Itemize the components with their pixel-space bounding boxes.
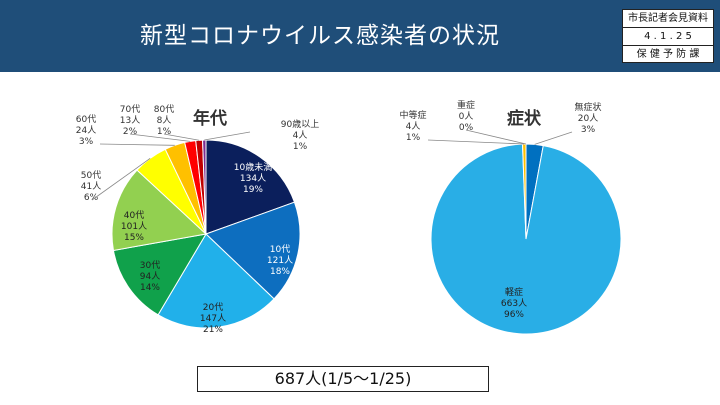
leader-line (91, 158, 151, 201)
header-bar: 新型コロナウイルス感染者の状況 市長記者会見資料 4 . 1 . 2 5 保 健… (0, 0, 720, 72)
pie-chart-title: 年代 (193, 108, 227, 129)
slice-count: 134人 (240, 173, 266, 184)
slice-count: 24人 (76, 125, 96, 136)
pie-slice (111, 169, 208, 252)
slice-percent: 0% (459, 123, 474, 133)
slice-count: 20人 (578, 113, 598, 124)
slice-count: 13人 (120, 115, 140, 126)
pie-slice (205, 201, 301, 300)
slice-percent: 6% (84, 193, 99, 203)
slice-label: 50代 (81, 170, 101, 181)
pie-slice (430, 143, 622, 335)
slice-label: 20代 (203, 302, 223, 313)
doc-info-department: 保 健 予 防 課 (636, 49, 700, 60)
slice-count: 8人 (157, 115, 172, 126)
slice-percent: 19% (243, 185, 263, 195)
slice-label: 70代 (120, 104, 140, 115)
slice-label: 80代 (154, 104, 174, 115)
leader-line (99, 143, 175, 146)
doc-info-source: 市長記者会見資料 (623, 10, 713, 28)
slice-percent: 14% (140, 283, 160, 293)
slice-count: 101人 (121, 221, 147, 232)
leader-line (534, 131, 573, 145)
slice-count: 0人 (459, 111, 474, 122)
slice-label: 中等症 (399, 109, 426, 121)
slice-count: 94人 (140, 271, 160, 282)
slice-label: 40代 (124, 210, 144, 221)
pie-slice (112, 233, 207, 316)
doc-info-date: 4 . 1 . 2 5 (623, 28, 713, 46)
slice-percent: 3% (79, 137, 94, 147)
slice-percent: 2% (123, 127, 138, 137)
slice-count: 4人 (406, 121, 421, 132)
leader-line (129, 133, 191, 142)
slice-percent: 18% (270, 267, 290, 277)
document-info-box: 市長記者会見資料 4 . 1 . 2 5 保 健 予 防 課 (622, 9, 714, 63)
slice-count: 4人 (293, 130, 308, 141)
slice-count: 147人 (200, 313, 226, 324)
pie-chart-title: 症状 (507, 108, 542, 129)
slice-label: 無症状 (574, 101, 601, 113)
slice-percent: 3% (581, 125, 596, 135)
slice-label: 30代 (140, 260, 160, 271)
pie-slice (157, 233, 275, 329)
slice-label: 重症 (457, 99, 475, 111)
slice-label: 60代 (76, 114, 96, 125)
slice-label: 10歳未満 (234, 161, 272, 173)
slice-percent: 1% (406, 133, 421, 143)
page-title: 新型コロナウイルス感染者の状況 (140, 23, 500, 49)
leader-line (465, 129, 527, 145)
slice-count: 121人 (267, 255, 293, 266)
leader-line (204, 131, 251, 141)
slice-label: 90歳以上 (281, 118, 319, 130)
slice-count: 41人 (81, 181, 101, 192)
pie-slice (205, 139, 296, 235)
slice-count: 663人 (501, 298, 527, 309)
total-cases-box: 687人(1/5～1/25) (197, 366, 489, 392)
slice-percent: 1% (293, 142, 308, 152)
slice-percent: 21% (203, 325, 223, 335)
leader-line (427, 139, 525, 145)
slice-percent: 1% (157, 127, 172, 137)
slice-label: 軽症 (505, 286, 523, 298)
leader-line (163, 133, 200, 141)
slice-percent: 15% (124, 233, 144, 243)
slice-percent: 96% (504, 310, 524, 320)
slice-label: 10代 (270, 244, 290, 255)
